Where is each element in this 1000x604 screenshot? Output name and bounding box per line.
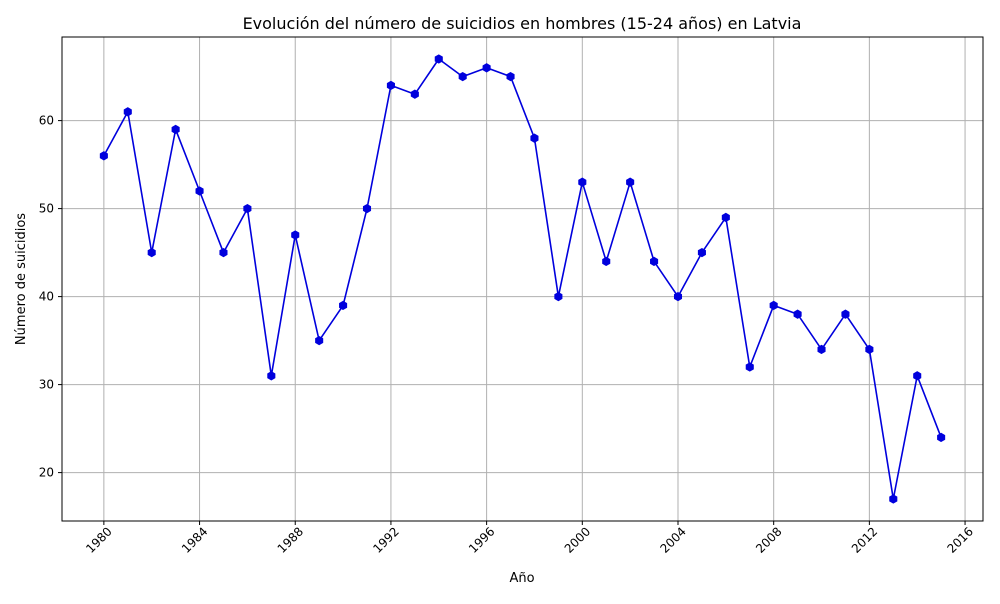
data-point — [602, 256, 611, 267]
data-point — [673, 291, 683, 302]
x-axis-label: Año — [509, 571, 534, 586]
data-point — [865, 344, 874, 355]
grid — [62, 37, 983, 521]
y-tick-label: 40 — [39, 290, 54, 304]
data-point — [171, 124, 180, 135]
y-tick-label: 60 — [39, 114, 54, 128]
data-point — [362, 203, 372, 214]
data-point — [937, 432, 946, 443]
data-point — [793, 309, 802, 319]
data-point — [554, 291, 563, 302]
y-axis-label: Número de suicidios — [14, 213, 29, 345]
data-point — [913, 371, 922, 381]
data-point — [769, 300, 778, 311]
plot-frame — [61, 36, 984, 522]
data-point — [123, 107, 132, 117]
data-point — [578, 177, 587, 187]
data-point — [291, 230, 300, 240]
data-point — [267, 371, 276, 381]
y-tick-label: 50 — [39, 202, 54, 216]
data-point — [626, 177, 635, 187]
series-line — [103, 58, 942, 500]
data-point — [434, 54, 443, 64]
data-point — [386, 80, 395, 91]
data-point — [506, 71, 515, 82]
data-point — [482, 63, 491, 73]
chart-title: Evolución del número de suicidios en hom… — [243, 14, 802, 33]
data-point — [841, 309, 850, 319]
data-point — [243, 203, 252, 214]
series — [99, 54, 946, 504]
data-point — [697, 247, 706, 258]
data-point — [817, 344, 826, 355]
data-point — [99, 151, 108, 161]
data-point — [721, 212, 730, 223]
y-tick-label: 20 — [39, 466, 54, 480]
data-point — [530, 133, 539, 143]
y-tick-label: 30 — [39, 378, 54, 392]
data-point — [339, 300, 348, 311]
data-point — [650, 256, 659, 267]
data-point — [219, 247, 228, 258]
data-point — [889, 494, 898, 504]
data-point — [195, 186, 204, 196]
data-point — [315, 335, 324, 346]
data-point — [745, 362, 754, 372]
data-point — [458, 71, 467, 82]
data-point — [147, 247, 156, 258]
data-point — [410, 89, 419, 99]
